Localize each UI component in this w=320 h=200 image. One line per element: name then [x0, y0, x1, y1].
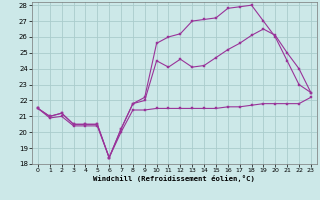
X-axis label: Windchill (Refroidissement éolien,°C): Windchill (Refroidissement éolien,°C): [93, 175, 255, 182]
